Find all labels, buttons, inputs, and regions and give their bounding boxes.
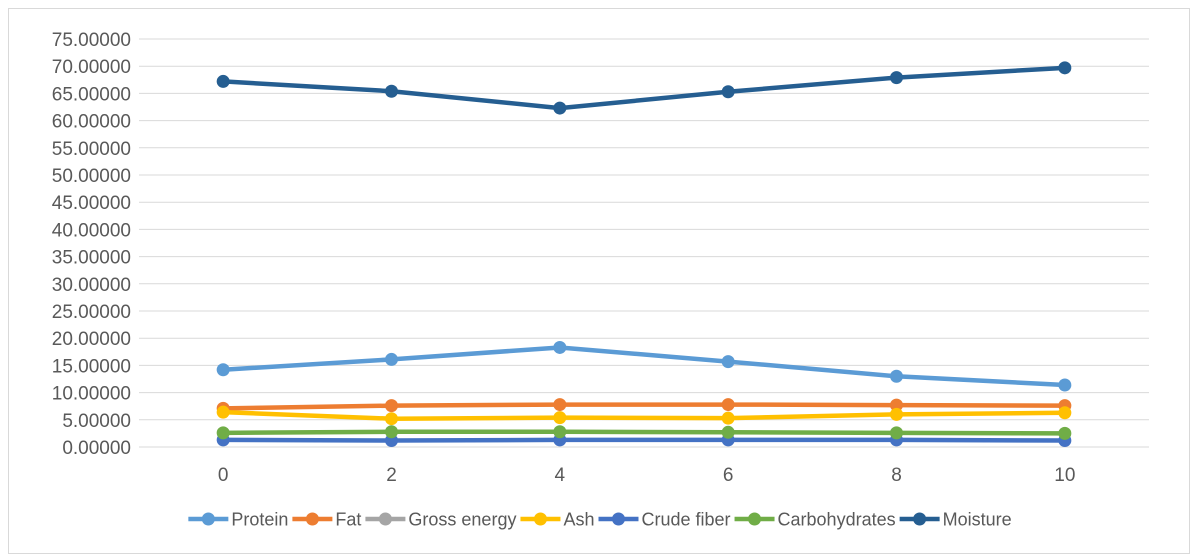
- y-tick-label: 0.00000: [62, 438, 131, 459]
- y-tick-label: 30.00000: [52, 275, 131, 296]
- series-line-protein: [220, 345, 1068, 388]
- legend-marker-gross-energy: [378, 512, 392, 526]
- chart-frame: 0.00000 5.00000 10.00000 15.00000 20.00000 25…: [8, 8, 1190, 554]
- gridlines: [139, 38, 1149, 448]
- data-point-fat: [890, 398, 903, 412]
- legend-label-crude-fiber: Crude fiber: [641, 510, 730, 530]
- series-line-moisture: [220, 65, 1068, 111]
- data-point-protein: [890, 369, 903, 383]
- y-tick-label: 45.00000: [52, 193, 131, 214]
- data-point-ash: [890, 407, 903, 421]
- legend-label-fat: Fat: [335, 510, 361, 530]
- y-axis-tick-labels: 0.00000 5.00000 10.00000 15.00000 20.00000 25…: [52, 30, 131, 459]
- legend-marker-carbohydrates: [748, 512, 762, 526]
- data-point-moisture: [385, 84, 398, 98]
- data-point-ash: [385, 412, 398, 426]
- y-tick-label: 5.00000: [62, 411, 131, 432]
- legend-label-carbohydrates: Carbohydrates: [778, 510, 896, 530]
- x-tick-label: 8: [891, 465, 902, 486]
- legend-item-moisture: Moisture: [899, 510, 1012, 530]
- y-tick-label: 10.00000: [52, 384, 131, 405]
- data-point-carbohydrates: [890, 426, 903, 440]
- y-tick-label: 35.00000: [52, 248, 131, 269]
- y-tick-label: 25.00000: [52, 302, 131, 323]
- series-line-carbohydrates: [220, 429, 1068, 436]
- data-point-ash: [1058, 406, 1072, 420]
- legend-item-carbohydrates: Carbohydrates: [734, 510, 896, 530]
- legend-marker-crude-fiber: [611, 512, 625, 526]
- legend-marker-ash: [533, 512, 547, 526]
- x-axis-tick-labels: 0 2 4 6 8 10: [218, 465, 1076, 486]
- data-point-carbohydrates: [216, 426, 230, 440]
- x-tick-label: 6: [723, 465, 734, 486]
- y-tick-label: 60.00000: [52, 112, 131, 133]
- legend-marker-protein: [201, 512, 215, 526]
- legend-label-gross-energy: Gross energy: [408, 510, 516, 530]
- data-point-protein: [385, 352, 398, 366]
- legend-marker-moisture: [913, 512, 927, 526]
- series-crude-fiber: [216, 433, 1072, 447]
- series-lines: [216, 61, 1072, 447]
- data-point-protein: [1058, 378, 1072, 392]
- data-point-protein: [721, 355, 735, 369]
- y-tick-label: 75.00000: [52, 30, 131, 51]
- data-point-moisture: [553, 101, 567, 115]
- data-point-moisture: [216, 74, 230, 88]
- y-tick-label: 20.00000: [52, 329, 131, 350]
- series-line-ash: [220, 409, 1068, 421]
- line-chart: 0.000005.0000010.0000015.0000020.0000025…: [52, 30, 1149, 530]
- data-point-carbohydrates: [385, 425, 398, 439]
- legend-label-ash: Ash: [563, 510, 594, 530]
- series-protein: [216, 340, 1072, 392]
- legend-item-ash: Ash: [520, 510, 594, 530]
- legend-item-protein: Protein: [188, 510, 288, 530]
- legend-item-gross-energy: Gross energy: [365, 510, 516, 530]
- legend-item-fat: Fat: [292, 510, 361, 530]
- legend-label-protein: Protein: [231, 510, 288, 530]
- data-point-protein: [553, 340, 567, 354]
- data-point-fat: [721, 398, 735, 412]
- y-tick-label: 65.00000: [52, 84, 131, 105]
- data-point-ash: [721, 411, 735, 425]
- x-tick-label: 0: [218, 465, 229, 486]
- series-moisture: [216, 61, 1072, 115]
- y-tick-label: 50.00000: [52, 166, 131, 187]
- data-point-moisture: [1058, 61, 1072, 75]
- data-point-ash: [553, 411, 567, 425]
- data-point-protein: [216, 363, 230, 377]
- data-point-carbohydrates: [721, 425, 735, 439]
- y-tick-label: 70.00000: [52, 57, 131, 78]
- y-tick-label: 15.00000: [52, 356, 131, 377]
- y-tick-label: 55.00000: [52, 139, 131, 160]
- data-point-fat: [385, 399, 398, 413]
- data-point-fat: [553, 398, 567, 412]
- y-tick-label: 40.00000: [52, 220, 131, 241]
- legend-marker-fat: [305, 512, 319, 526]
- x-tick-label: 4: [555, 465, 566, 486]
- series-carbohydrates: [216, 425, 1072, 440]
- x-tick-label: 2: [386, 465, 397, 486]
- data-point-carbohydrates: [553, 425, 567, 439]
- data-point-carbohydrates: [1058, 426, 1072, 440]
- series-ash: [216, 405, 1072, 426]
- data-point-moisture: [890, 71, 903, 85]
- x-tick-label: 10: [1054, 465, 1075, 486]
- series-line-crude-fiber: [220, 437, 1068, 443]
- data-point-ash: [216, 405, 230, 419]
- legend-label-moisture: Moisture: [943, 510, 1012, 530]
- series-line-fat: [220, 402, 1068, 411]
- legend-item-crude-fiber: Crude fiber: [598, 510, 731, 530]
- legend: Protein Fat Gross energy Ash Crude fiber Carb…: [188, 510, 1012, 530]
- data-point-moisture: [721, 85, 735, 99]
